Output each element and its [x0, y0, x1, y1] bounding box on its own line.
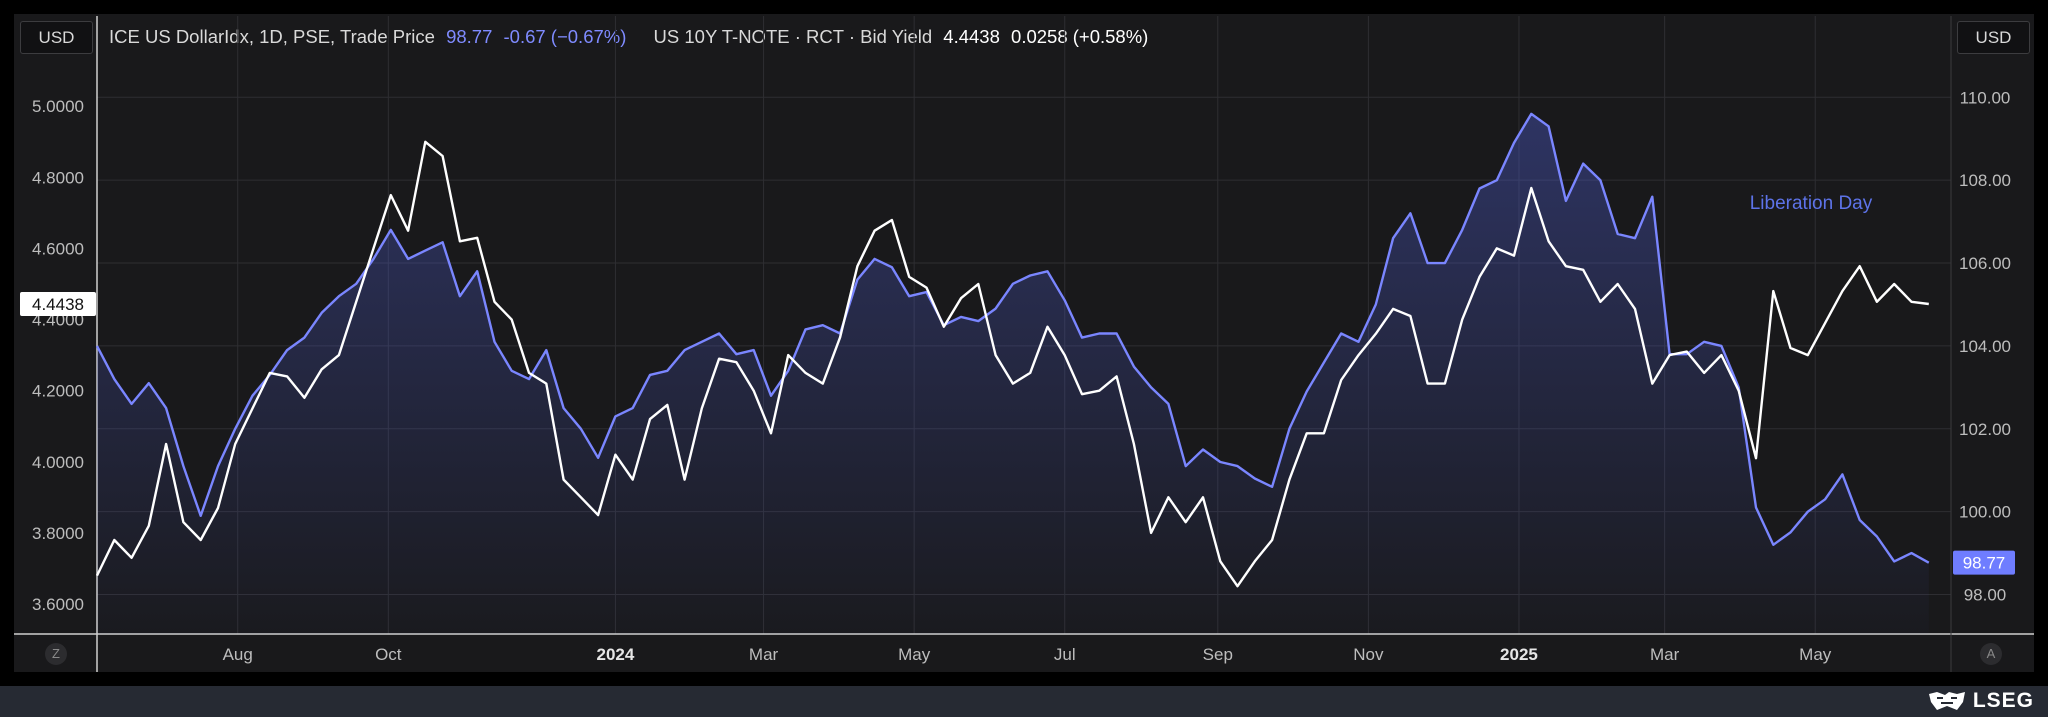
bottom-bar	[0, 686, 2048, 717]
brand-logo: LSEG	[1927, 687, 2034, 715]
right-currency-selector[interactable]: USD	[1957, 21, 2030, 54]
left-currency-selector[interactable]: USD	[20, 21, 93, 54]
x-tick-label: Mar	[749, 645, 779, 664]
series-layer	[95, 112, 1930, 634]
legend-dxy-name: ICE US DollarIdx, 1D, PSE, Trade Price	[109, 26, 435, 47]
legend-tnote-name: US 10Y T-NOTE · RCT · Bid Yield	[653, 26, 933, 47]
right-tick-label: 100.00	[1959, 503, 2011, 522]
x-tick-label: 2025	[1500, 645, 1538, 664]
left-tick-label: 5.0000	[32, 97, 84, 116]
legend-dxy-last: 98.77	[446, 26, 493, 47]
x-tick-label: 2024	[597, 645, 635, 664]
dxy-last-badge	[1953, 550, 2015, 575]
x-tick-label: May	[898, 645, 931, 664]
left-tick-label: 4.2000	[32, 382, 84, 401]
x-tick-label: Sep	[1203, 645, 1233, 664]
x-tick-label: Aug	[223, 645, 253, 664]
legend-tnote-last: 4.4438	[943, 26, 1000, 47]
left-tick-label: 3.8000	[32, 524, 84, 543]
legend-dxy-change: -0.67 (−0.67%)	[503, 26, 627, 47]
x-tick-label: Mar	[1650, 645, 1680, 664]
legend: ICE US DollarIdx, 1D, PSE, Trade Price 9…	[109, 26, 1154, 48]
tnote-last-value: 4.4438	[32, 295, 84, 314]
legend-tnote-change: 0.0258 (+0.58%)	[1011, 26, 1149, 47]
dxy-last-value: 98.77	[1963, 554, 2006, 573]
tnote-last-badge	[20, 291, 96, 316]
x-tick-label: Oct	[375, 645, 402, 664]
right-tick-label: 102.00	[1959, 420, 2011, 439]
liberation-day-annotation: Liberation Day	[1750, 193, 1873, 214]
left-tick-label: 4.0000	[32, 453, 84, 472]
auto-scale-button[interactable]: A	[1980, 643, 2002, 665]
zoom-reset-button[interactable]: Z	[45, 643, 67, 665]
right-tick-label: 98.00	[1964, 586, 2007, 605]
right-tick-label: 108.00	[1959, 171, 2011, 190]
x-tick-label: Nov	[1353, 645, 1384, 664]
right-tick-label: 104.00	[1959, 337, 2011, 356]
dollar-index-line	[95, 112, 1930, 564]
labels-layer: 98.00 100.00 102.00 104.00 106.00 108.00 110.0…	[20, 88, 2015, 664]
left-tick-label: 4.8000	[32, 168, 84, 187]
lseg-emblem-icon	[1928, 692, 1965, 710]
left-tick-label: 4.6000	[32, 239, 84, 258]
right-tick-label: 110.00	[1960, 88, 2011, 107]
x-tick-label: May	[1799, 645, 1832, 664]
x-tick-label: Jul	[1054, 645, 1076, 664]
dollar-index-area	[97, 113, 1929, 634]
left-tick-label: 3.6000	[32, 595, 84, 614]
tnote-yield-line	[95, 140, 1929, 588]
right-tick-label: 106.00	[1959, 254, 2011, 273]
brand-name: LSEG	[1972, 689, 2034, 712]
